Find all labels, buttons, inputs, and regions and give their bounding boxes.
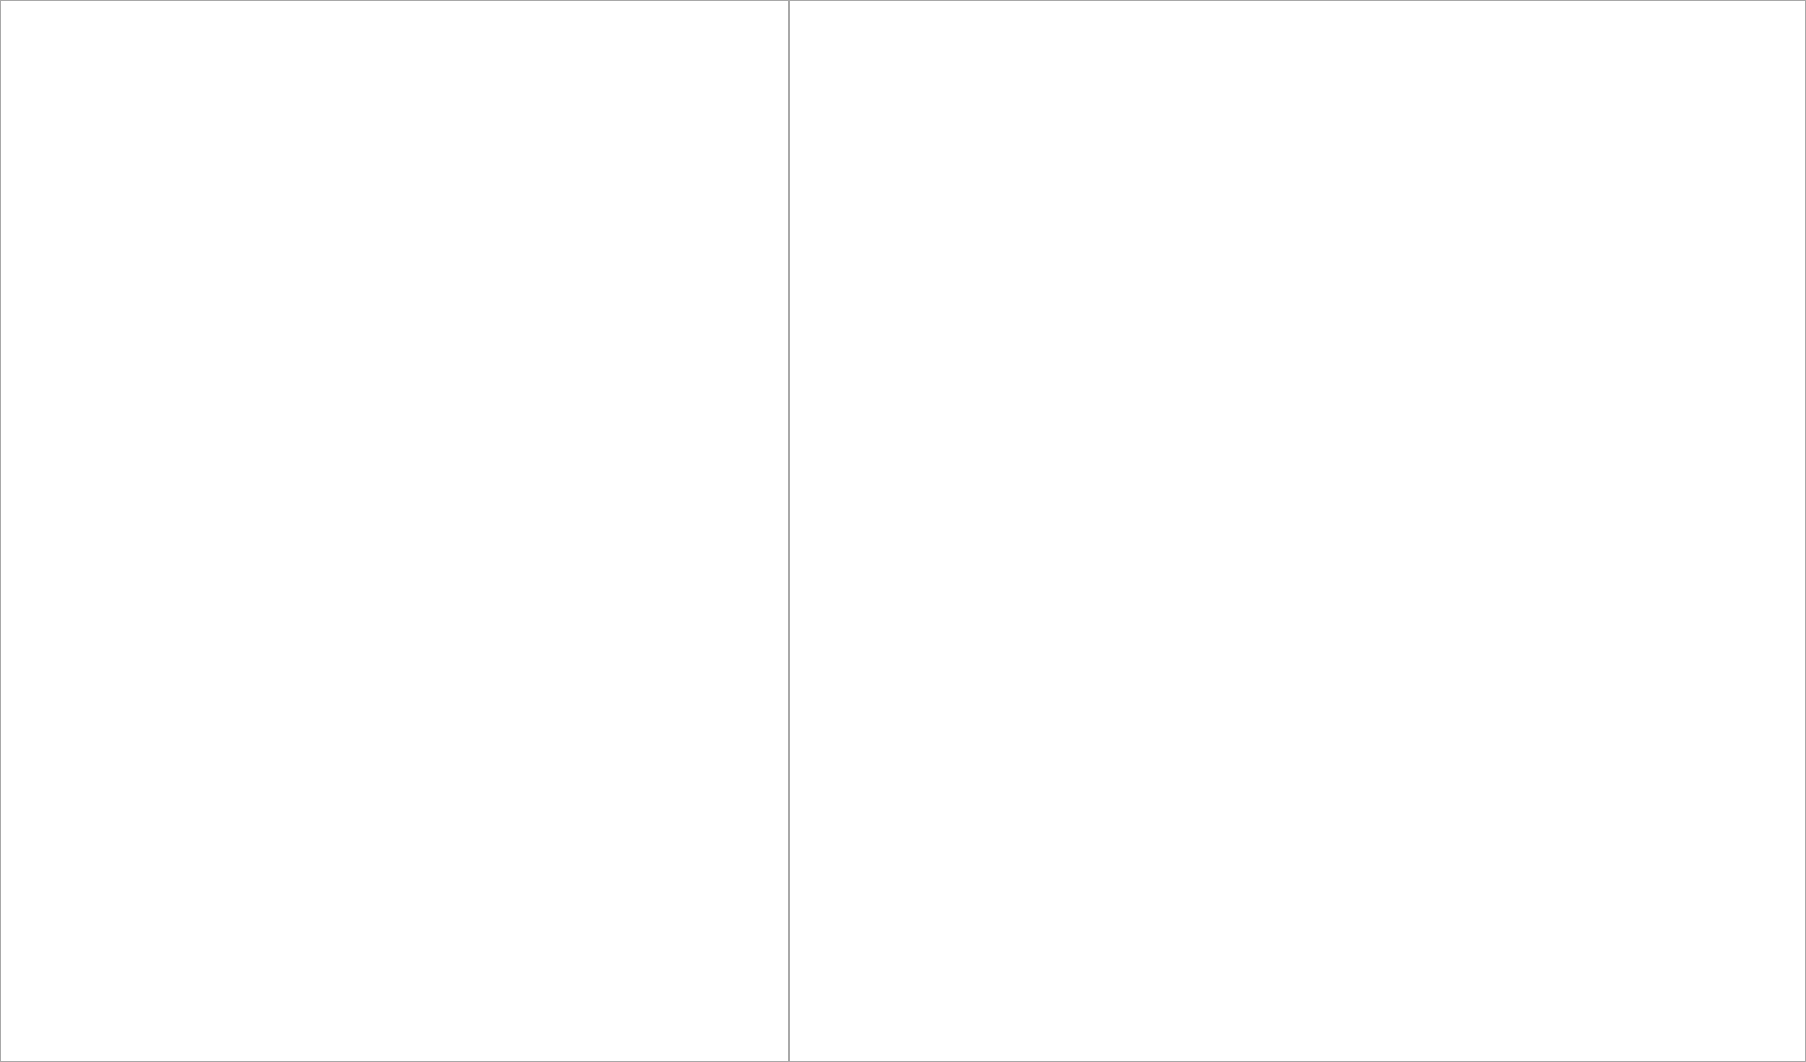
panel-canvas-1 [790, 1, 1805, 1061]
panel-canvas-0 [1, 1, 788, 1061]
panel-1 [789, 0, 1806, 1062]
panel-0 [0, 0, 789, 1062]
